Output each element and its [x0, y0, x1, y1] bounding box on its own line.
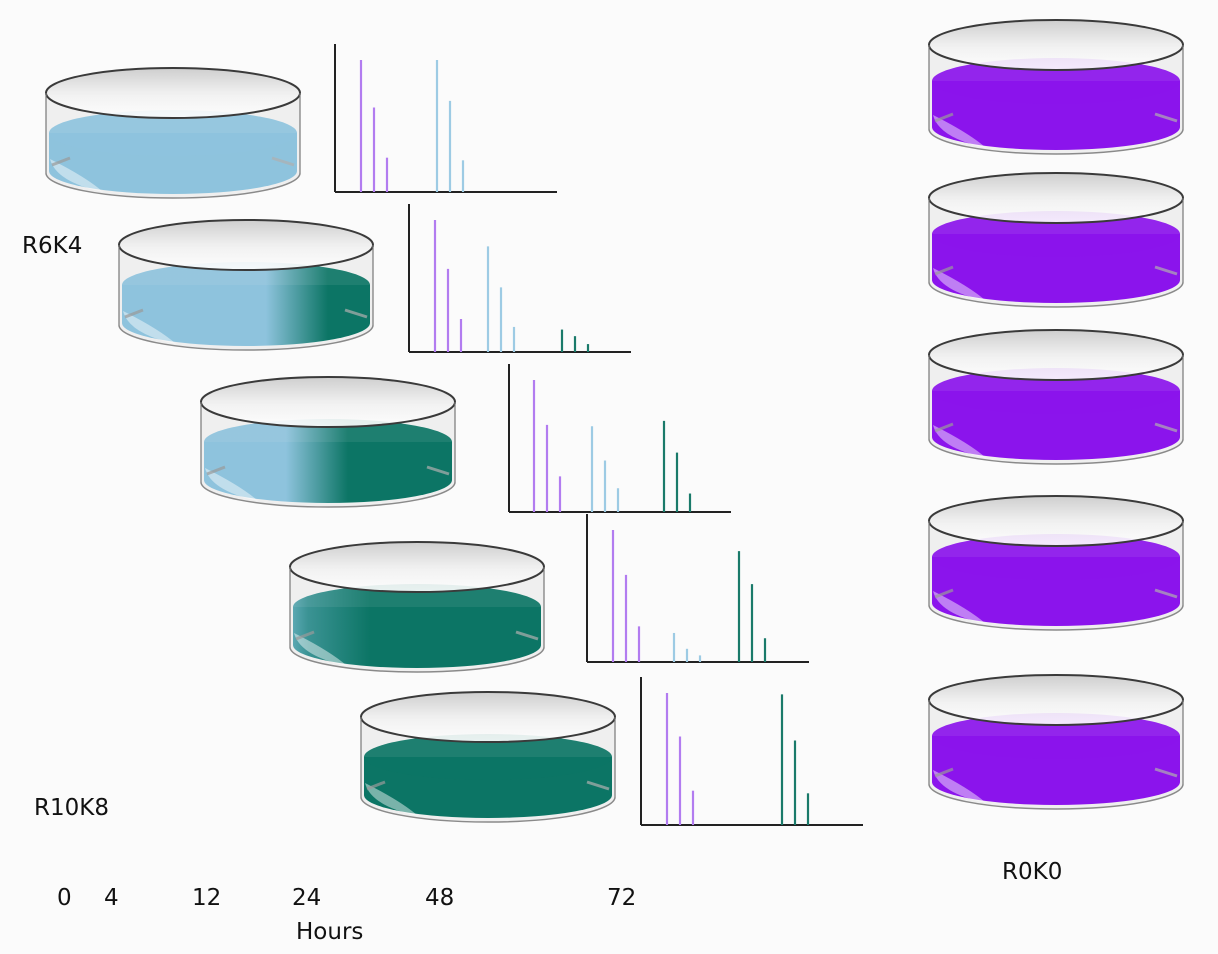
label-r6k4: R6K4 [22, 233, 83, 259]
x-axis-label: Hours [296, 919, 364, 945]
control-dish-5 [928, 674, 1184, 810]
control-dish-series [928, 19, 1184, 810]
mass-spectrum-5 [640, 677, 863, 826]
time-tick-48: 48 [425, 885, 455, 911]
mass-spectrum-1 [334, 44, 557, 193]
mass-spectrum-2 [408, 204, 631, 353]
time-tick-72: 72 [607, 885, 637, 911]
mass-spectra-series [334, 44, 863, 826]
labeling-dish-3 [200, 376, 456, 508]
control-dish-4 [928, 495, 1184, 631]
time-tick-12: 12 [192, 885, 222, 911]
time-tick-24: 24 [292, 885, 322, 911]
mass-spectrum-4 [586, 514, 809, 663]
control-dish-3 [928, 329, 1184, 465]
control-dish-2 [928, 172, 1184, 308]
time-tick-4: 4 [104, 885, 119, 911]
label-r0k0: R0K0 [1002, 859, 1063, 885]
time-tick-0: 0 [57, 885, 72, 911]
labeling-dish-series [45, 67, 616, 823]
label-r10k8: R10K8 [34, 795, 109, 821]
mass-spectrum-3 [508, 364, 731, 513]
labeling-dish-5 [360, 691, 616, 823]
labeling-dish-2 [118, 219, 374, 351]
control-dish-1 [928, 19, 1184, 155]
labeling-dish-1 [45, 67, 301, 199]
labeling-dish-4 [289, 541, 545, 673]
